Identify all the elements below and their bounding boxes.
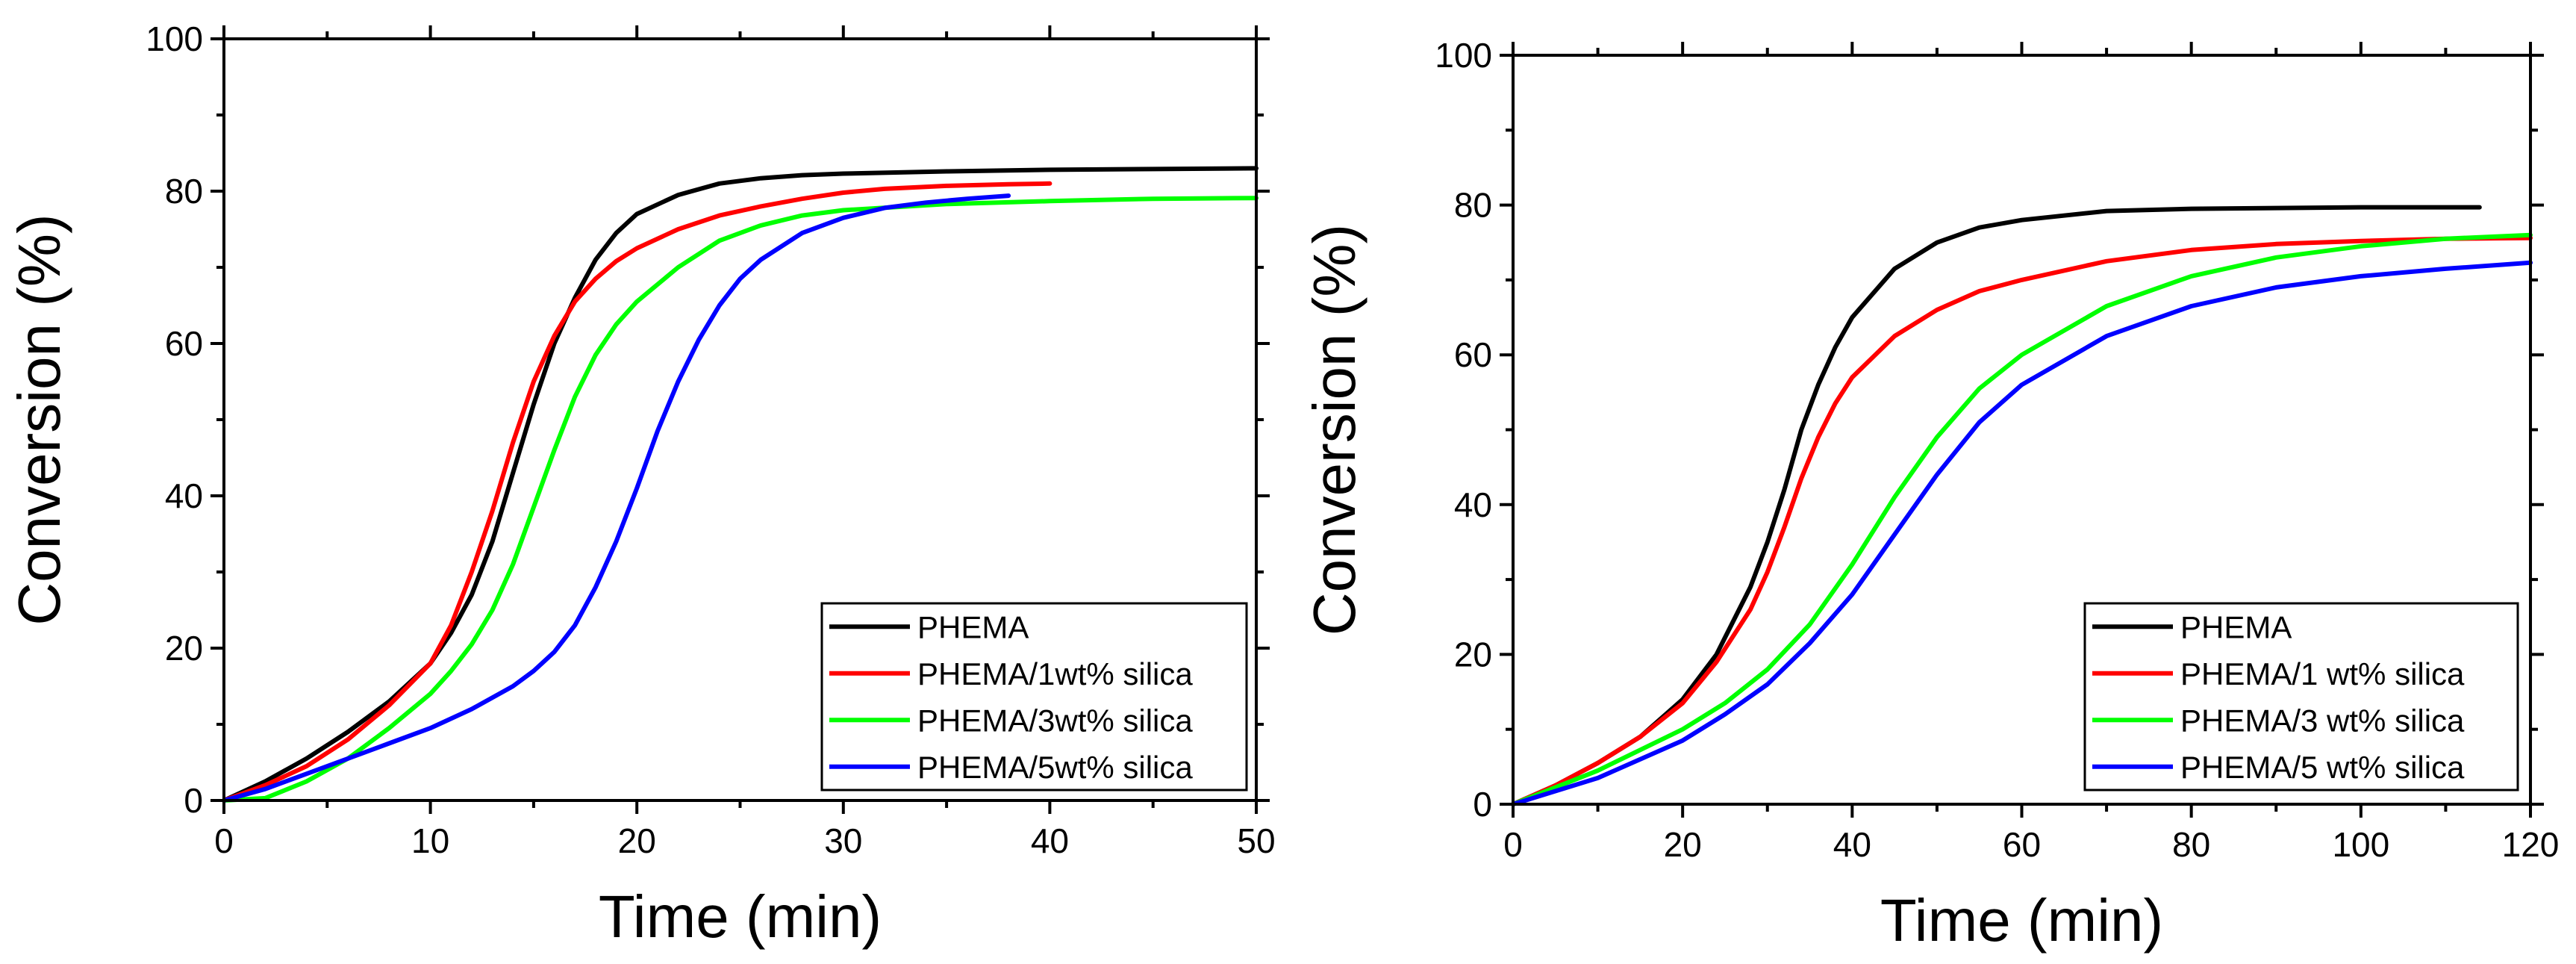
- x-tick-label: 30: [824, 821, 862, 860]
- legend-label-3: PHEMA/5wt% silica: [917, 750, 1193, 785]
- y-tick-label: 20: [165, 629, 203, 668]
- series-line-2: [222, 196, 1259, 803]
- series-lines: [222, 166, 1259, 803]
- x-tick-label: 0: [1503, 825, 1523, 864]
- x-tick-label: 60: [2003, 825, 2041, 864]
- legend: PHEMA PHEMA/1wt% silica PHEMA/3wt% silica P…: [820, 602, 1248, 792]
- legend-box: [820, 602, 1248, 792]
- x-tick-label: 120: [2502, 825, 2560, 864]
- x-tick-label: 100: [2332, 825, 2389, 864]
- y-axis-label: Conversion (%): [6, 214, 72, 625]
- legend-label-3: PHEMA/5 wt% silica: [2180, 750, 2465, 785]
- x-tick-label: 80: [2172, 825, 2210, 864]
- y-tick-label: 100: [1435, 36, 1492, 75]
- series-line-0: [222, 166, 1259, 803]
- y-tick-label: 40: [165, 476, 203, 515]
- legend-box: [2083, 602, 2519, 792]
- y-tick-label: 80: [165, 172, 203, 211]
- panel-left: 0 10 20 30 40 50 0 20 40 60 80 100 Time (min) Convers…: [6, 19, 1276, 950]
- y-tick-label: 20: [1454, 635, 1492, 674]
- x-tick-label: 0: [214, 821, 234, 860]
- legend: PHEMA PHEMA/1 wt% silica PHEMA/3 wt% silic…: [2083, 602, 2519, 792]
- series-line-1: [1511, 235, 2533, 806]
- legend-label-2: PHEMA/3 wt% silica: [2180, 703, 2465, 738]
- x-tick-label: 40: [1031, 821, 1069, 860]
- series-line-3: [1511, 260, 2533, 806]
- y-tick-label: 40: [1454, 485, 1492, 524]
- x-tick-label: 50: [1237, 821, 1275, 860]
- y-axis-label: Conversion (%): [1301, 224, 1367, 635]
- legend-label-1: PHEMA/1wt% silica: [917, 656, 1193, 691]
- series-line-3: [222, 193, 1011, 803]
- panel-right: 0 20 40 60 80 100 120 0 20 40 60 80 100 Time (min) Con…: [1301, 36, 2559, 954]
- legend-label-0: PHEMA: [917, 609, 1029, 644]
- y-tick-label: 60: [165, 324, 203, 363]
- y-tick-label: 60: [1454, 335, 1492, 374]
- x-axis-label: Time (min): [1880, 887, 2163, 954]
- y-tick-label: 0: [184, 781, 203, 820]
- x-tick-label: 20: [618, 821, 656, 860]
- y-tick-label: 80: [1454, 186, 1492, 225]
- y-tick-label: 0: [1473, 785, 1492, 824]
- legend-label-2: PHEMA/3wt% silica: [917, 703, 1193, 738]
- x-tick-label: 10: [411, 821, 449, 860]
- series-lines: [1511, 205, 2533, 806]
- x-axis-label: Time (min): [599, 883, 882, 950]
- x-tick-label: 40: [1833, 825, 1871, 864]
- series-line-1: [222, 181, 1052, 803]
- x-tick-label: 20: [1664, 825, 1702, 864]
- axis-ticks: [1500, 42, 2544, 818]
- legend-label-1: PHEMA/1 wt% silica: [2180, 656, 2465, 691]
- axis-ticks: [210, 25, 1270, 814]
- y-tick-label: 100: [146, 19, 203, 58]
- series-line-2: [1511, 232, 2533, 806]
- legend-label-0: PHEMA: [2180, 609, 2292, 644]
